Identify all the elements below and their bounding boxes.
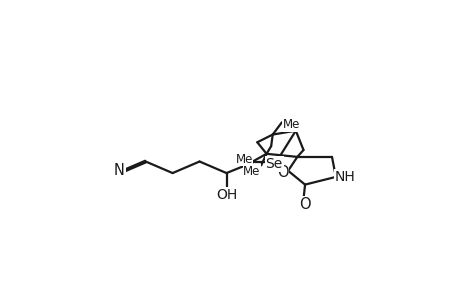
Text: O: O [276,165,288,180]
Text: Me: Me [235,153,252,166]
Text: O: O [299,197,310,212]
Text: Se: Se [265,157,282,171]
Text: Me: Me [243,165,260,178]
Text: N: N [114,163,125,178]
Text: OH: OH [215,188,237,202]
Text: Me: Me [282,118,299,131]
Text: NH: NH [334,170,355,184]
